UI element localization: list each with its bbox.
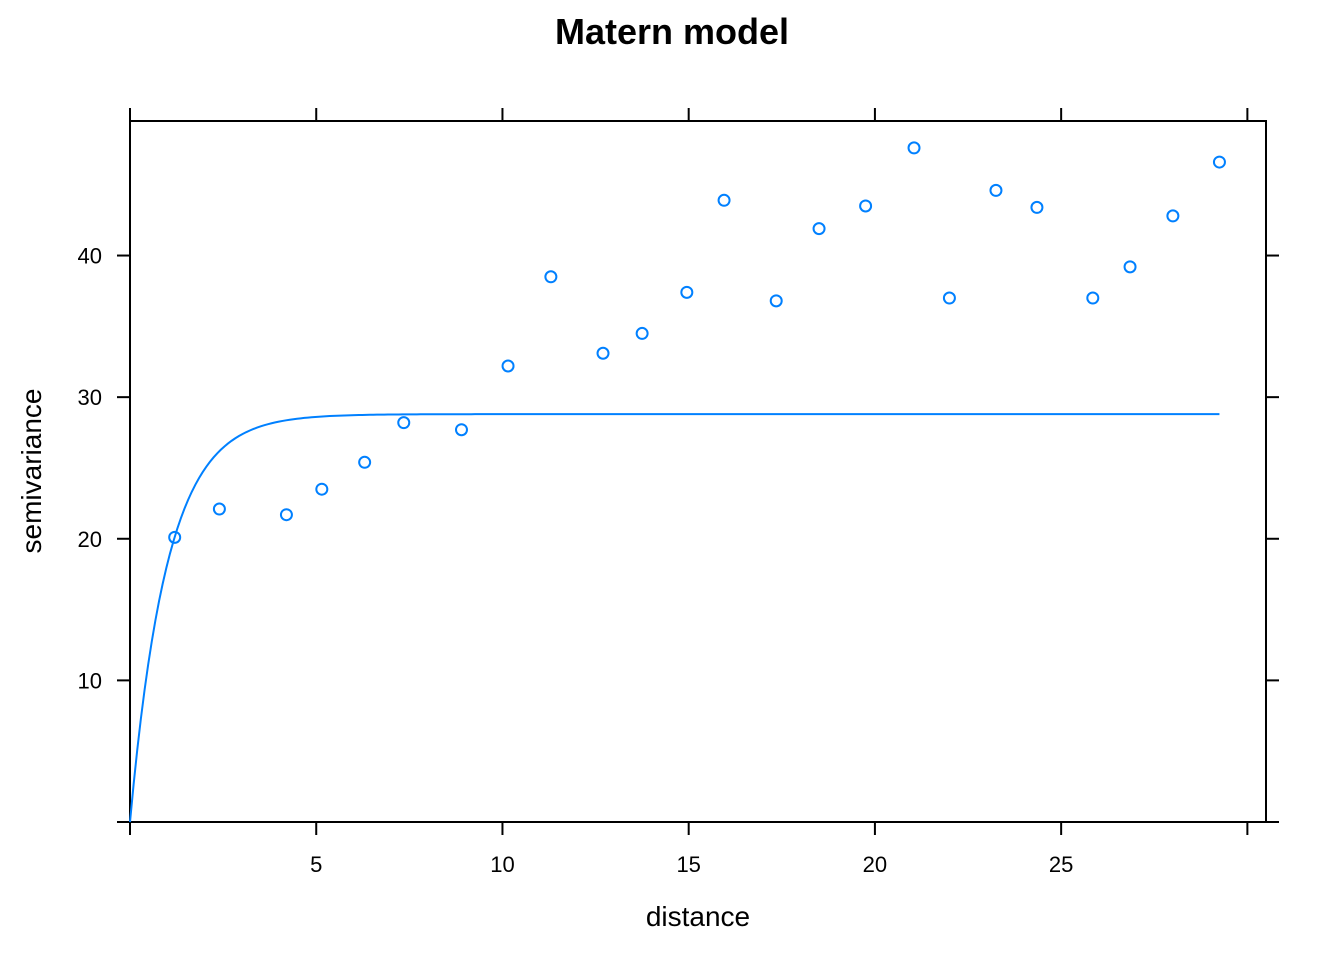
model-curve <box>129 413 1220 823</box>
data-point <box>812 222 826 236</box>
y-tick-label: 30 <box>78 385 102 410</box>
data-point <box>989 183 1003 197</box>
data-point <box>1123 260 1137 274</box>
chart-title: Matern model <box>555 11 789 52</box>
data-point <box>635 326 649 340</box>
y-axis: 10 20 30 40 <box>78 244 1279 823</box>
y-tick-label: 40 <box>78 244 102 269</box>
data-point <box>454 423 468 437</box>
data-point <box>212 502 226 516</box>
data-point <box>1086 291 1100 305</box>
data-point <box>769 294 783 308</box>
x-tick-label: 15 <box>676 852 700 877</box>
y-axis-label: semivariance <box>16 389 47 554</box>
data-point <box>501 359 515 373</box>
x-axis-label: distance <box>646 901 750 932</box>
data-point <box>680 285 694 299</box>
data-point <box>315 482 329 496</box>
y-tick-label: 20 <box>78 527 102 552</box>
data-point <box>168 530 182 544</box>
data-point <box>1212 155 1226 169</box>
plot-frame <box>129 120 1267 823</box>
data-point <box>717 193 731 207</box>
data-point <box>859 199 873 213</box>
data-points <box>168 141 1226 544</box>
x-tick-label: 10 <box>490 852 514 877</box>
x-axis: 5 10 15 20 25 <box>129 108 1249 877</box>
data-point <box>279 508 293 522</box>
y-tick-label: 10 <box>78 668 102 693</box>
data-point <box>358 455 372 469</box>
data-point <box>1030 200 1044 214</box>
x-tick-label: 20 <box>863 852 887 877</box>
x-tick-label: 25 <box>1049 852 1073 877</box>
data-point <box>942 291 956 305</box>
x-tick-label: 5 <box>310 852 322 877</box>
data-point <box>907 141 921 155</box>
data-point <box>397 416 411 430</box>
data-point <box>596 346 610 360</box>
data-point <box>1166 209 1180 223</box>
data-point <box>544 270 558 284</box>
